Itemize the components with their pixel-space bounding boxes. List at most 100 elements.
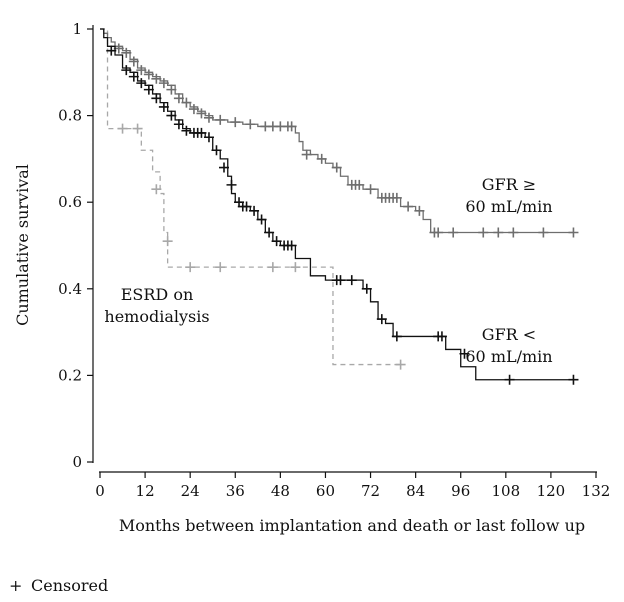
censored-mark bbox=[121, 65, 132, 76]
censored-mark bbox=[391, 192, 402, 203]
censored-mark bbox=[267, 262, 278, 273]
censored-mark bbox=[395, 359, 406, 370]
censored-mark bbox=[196, 108, 207, 119]
y-tick-label: 0.4 bbox=[58, 280, 82, 298]
x-tick-label: 72 bbox=[361, 482, 380, 500]
censored-mark bbox=[264, 227, 275, 238]
series-label: GFR <60 mL/min bbox=[465, 325, 552, 366]
censored-mark bbox=[568, 374, 579, 385]
annotations: GFR ≥60 mL/min GFR <60 mL/min ESRD on hemod… bbox=[104, 175, 552, 366]
censored-mark bbox=[128, 56, 139, 67]
censored-mark bbox=[286, 240, 297, 251]
x-tick-label: 24 bbox=[181, 482, 200, 500]
censored-mark bbox=[128, 71, 139, 82]
axes: 0 0.2 0.4 0.6 0.8 1 0 12 24 36 48 60 72 84 96 108 120 13… bbox=[58, 20, 610, 500]
x-tick-label: 84 bbox=[406, 482, 425, 500]
censored-mark bbox=[230, 117, 241, 128]
censored-mark bbox=[271, 236, 282, 247]
censored-mark bbox=[106, 45, 117, 56]
censored-mark bbox=[185, 262, 196, 273]
censored-mark bbox=[219, 162, 229, 173]
censored-mark bbox=[361, 283, 372, 294]
x-tick-label: 96 bbox=[451, 482, 470, 500]
x-tick-label: 12 bbox=[136, 482, 155, 500]
censored-mark bbox=[173, 119, 184, 130]
censored-mark bbox=[286, 121, 297, 132]
censored-mark bbox=[301, 149, 312, 160]
series-label: GFR ≥60 mL/min bbox=[465, 175, 552, 216]
censored-mark bbox=[143, 84, 154, 95]
y-tick-label: 0.8 bbox=[58, 107, 82, 125]
legend-label: Censored bbox=[31, 576, 108, 595]
x-tick-label: 132 bbox=[582, 482, 611, 500]
series-layer bbox=[100, 28, 579, 385]
censored-mark bbox=[151, 184, 162, 195]
censored-mark bbox=[143, 69, 154, 80]
censored-mark bbox=[316, 153, 327, 164]
censored-mark bbox=[162, 236, 173, 247]
legend: + Censored bbox=[9, 576, 108, 595]
legend-marker: + bbox=[9, 576, 22, 595]
y-ticks: 0 0.2 0.4 0.6 0.8 1 bbox=[58, 20, 93, 471]
censored-mark bbox=[203, 132, 214, 143]
censored-mark bbox=[181, 125, 192, 136]
censored-mark bbox=[151, 93, 162, 104]
censored-mark bbox=[136, 78, 147, 89]
censored-mark bbox=[508, 227, 519, 238]
censored-mark bbox=[391, 331, 402, 342]
censored-mark bbox=[403, 201, 414, 212]
censored-mark bbox=[196, 127, 207, 138]
x-tick-label: 60 bbox=[316, 482, 335, 500]
x-tick-label: 36 bbox=[226, 482, 245, 500]
x-ticks: 0 12 24 36 48 60 72 84 96 108 120 132 bbox=[95, 472, 610, 500]
censored-mark bbox=[158, 78, 169, 89]
censored-mark bbox=[478, 227, 489, 238]
censored-mark bbox=[151, 73, 162, 84]
y-tick-label: 0 bbox=[72, 453, 82, 471]
censored-mark bbox=[414, 205, 425, 216]
censored-mark bbox=[215, 114, 226, 125]
censored-mark bbox=[436, 331, 447, 342]
censored-mark bbox=[215, 262, 226, 273]
censored-mark bbox=[121, 47, 132, 58]
series-0 bbox=[100, 28, 579, 238]
series-line bbox=[100, 28, 574, 381]
censored-mark bbox=[433, 227, 444, 238]
censored-mark bbox=[335, 275, 346, 286]
series-label: ESRD on hemodialysis bbox=[104, 285, 209, 326]
x-tick-label: 48 bbox=[271, 482, 290, 500]
censored-mark bbox=[166, 110, 177, 121]
x-axis-label: Months between implantation and death or… bbox=[119, 516, 585, 535]
censored-mark bbox=[290, 262, 301, 273]
censored-mark bbox=[203, 112, 214, 123]
series-line bbox=[100, 28, 401, 366]
x-tick-label: 108 bbox=[491, 482, 520, 500]
censored-mark bbox=[241, 201, 252, 212]
censored-mark bbox=[568, 227, 579, 238]
censored-mark bbox=[504, 374, 515, 385]
censored-mark bbox=[365, 184, 376, 195]
censored-mark bbox=[173, 93, 184, 104]
censored-mark bbox=[158, 101, 169, 112]
y-tick-label: 1 bbox=[72, 20, 82, 38]
censored-mark bbox=[245, 119, 256, 130]
censored-mark bbox=[376, 314, 387, 325]
censored-mark bbox=[354, 179, 365, 190]
y-axis-label: Cumulative survival bbox=[13, 164, 32, 326]
x-tick-label: 120 bbox=[537, 482, 566, 500]
censored-mark bbox=[181, 97, 192, 108]
censored-mark bbox=[226, 179, 237, 190]
y-tick-label: 0.6 bbox=[58, 193, 82, 211]
censored-mark bbox=[211, 145, 222, 156]
censored-mark bbox=[448, 227, 459, 238]
censored-mark bbox=[249, 205, 260, 216]
censored-mark bbox=[136, 65, 147, 76]
censored-mark bbox=[331, 162, 342, 173]
censored-mark bbox=[132, 123, 143, 134]
y-tick-label: 0.2 bbox=[58, 366, 82, 384]
series-2 bbox=[100, 28, 406, 370]
censored-mark bbox=[538, 227, 549, 238]
censored-mark bbox=[188, 104, 199, 115]
censored-mark bbox=[493, 227, 504, 238]
